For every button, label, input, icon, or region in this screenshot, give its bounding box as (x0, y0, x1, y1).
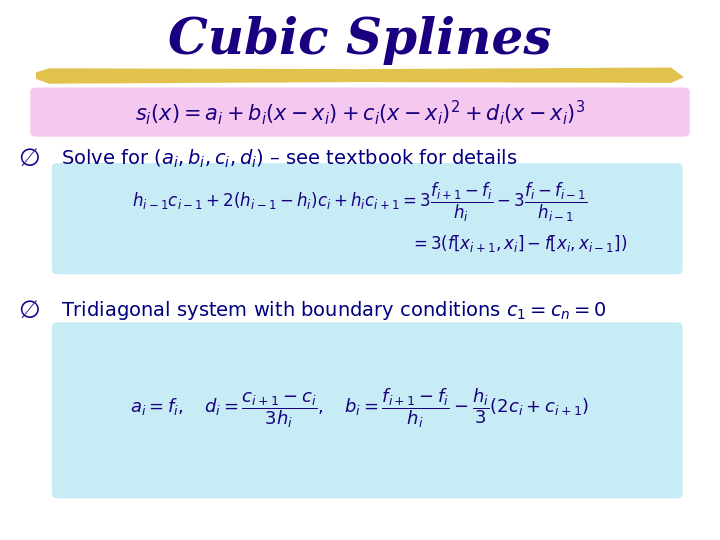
Text: $= 3(f[x_{i+1}, x_i] - f[x_i, x_{i-1}])$: $= 3(f[x_{i+1}, x_i] - f[x_i, x_{i-1}])$ (410, 233, 627, 254)
Text: Cubic Splines: Cubic Splines (168, 16, 552, 65)
Text: $h_{i-1}c_{i-1} + 2(h_{i-1} - h_i)c_i + h_ic_{i+1} = 3\dfrac{f_{i+1} - f_i}{h_i}: $h_{i-1}c_{i-1} + 2(h_{i-1} - h_i)c_i + … (132, 181, 588, 224)
Text: Tridiagonal system with boundary conditions $c_1 = c_n = 0$: Tridiagonal system with boundary conditi… (61, 299, 607, 322)
FancyBboxPatch shape (52, 163, 683, 274)
Text: $\varnothing$: $\varnothing$ (18, 147, 40, 171)
Text: $\varnothing$: $\varnothing$ (18, 299, 40, 322)
FancyBboxPatch shape (52, 322, 683, 498)
Polygon shape (36, 68, 684, 84)
Text: $a_i = f_i, \quad d_i = \dfrac{c_{i+1} - c_i}{3h_i}, \quad b_i = \dfrac{f_{i+1} : $a_i = f_i, \quad d_i = \dfrac{c_{i+1} -… (130, 386, 590, 429)
Text: Solve for $(a_i, b_i, c_i, d_i)$ – see textbook for details: Solve for $(a_i, b_i, c_i, d_i)$ – see t… (61, 148, 518, 171)
FancyBboxPatch shape (30, 87, 690, 137)
Text: $s_i(x) = a_i + b_i(x - x_i) + c_i(x - x_i)^2 + d_i(x - x_i)^3$: $s_i(x) = a_i + b_i(x - x_i) + c_i(x - x… (135, 98, 585, 127)
